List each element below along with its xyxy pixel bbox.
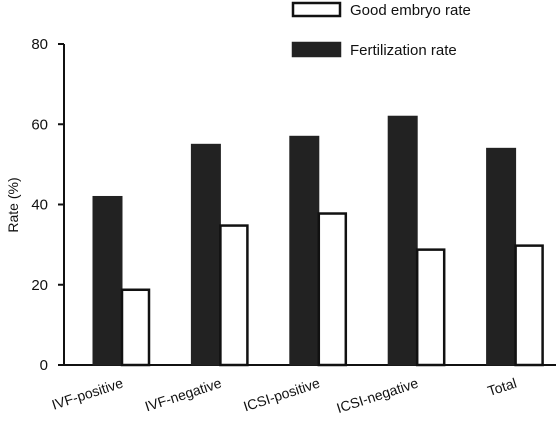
legend-label: Fertilization rate [350,42,457,59]
y-tick-label: 20 [31,277,48,294]
bar-fertilization-rate [92,195,123,366]
bar-good-embryo-rate [219,224,249,367]
y-tick-label: 0 [40,357,48,374]
bar-fertilization-rate [190,143,221,366]
x-category-label: IVF-negative [143,375,224,415]
bar-fertilization-rate [486,147,517,366]
x-category-label: IVF-positive [50,375,125,413]
bar-fertilization-rate [387,115,418,366]
y-axis-ticks: 0 20 40 60 80 [31,36,64,374]
legend-swatch [291,41,342,58]
x-category-label: Total [485,375,518,399]
bar-good-embryo-rate [514,244,544,367]
bar-good-embryo-rate [120,288,151,367]
y-tick-label: 40 [31,197,48,214]
x-axis-categories: IVF-positive IVF-negative ICSI-positive ICS… [50,375,519,416]
x-category-label: ICSI-negative [335,375,421,416]
y-axis-title: Rate (%) [5,177,21,232]
chart-bars [92,115,544,367]
bar-good-embryo-rate [415,248,446,367]
y-tick-label: 60 [31,116,48,133]
bar-fertilization-rate [289,135,320,366]
chart-legend: Good embryo rate Fertilization rate [291,1,471,59]
legend-label: Good embryo rate [350,2,471,19]
y-tick-label: 80 [31,36,48,53]
bar-good-embryo-rate [317,212,348,367]
legend-swatch [291,1,342,18]
x-category-label: ICSI-positive [241,375,322,415]
